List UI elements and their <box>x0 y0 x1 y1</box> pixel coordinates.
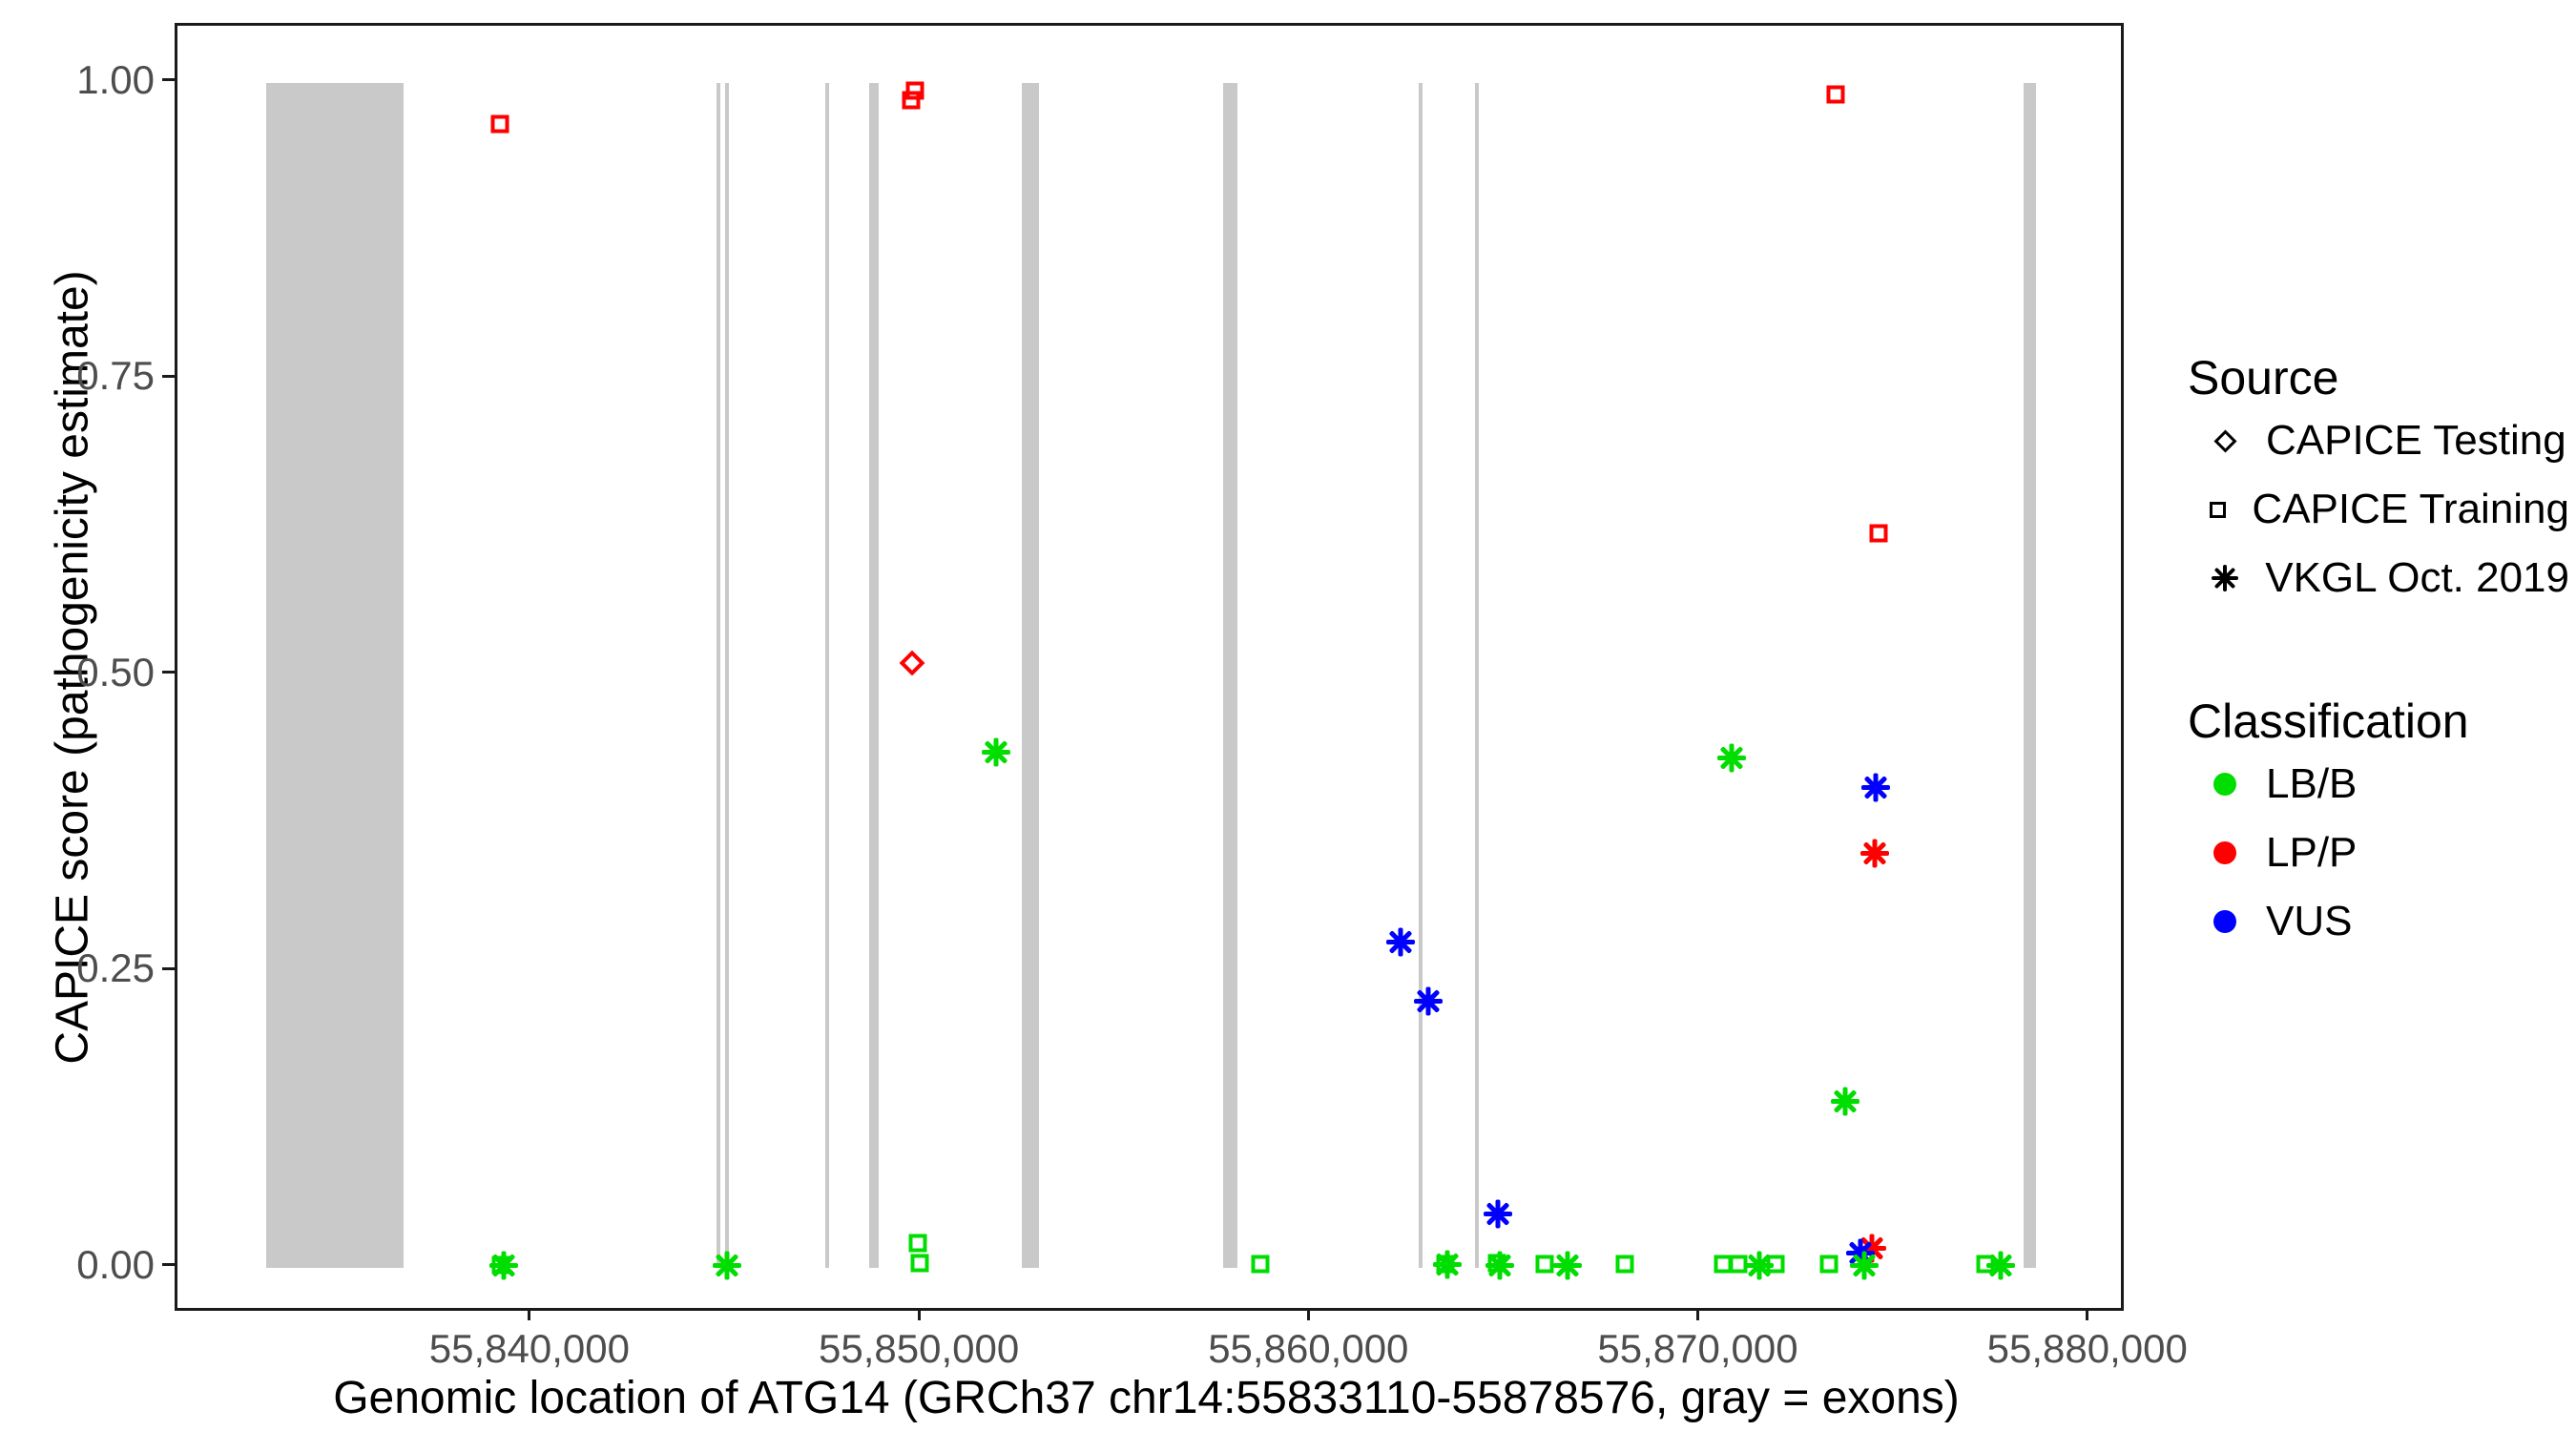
data-point <box>488 1251 518 1280</box>
exon-bar <box>1418 82 1423 1268</box>
legend-item-vkgl: VKGL Oct. 2019 <box>2188 544 2569 612</box>
data-point <box>1830 1087 1859 1116</box>
y-axis-tick <box>162 374 175 378</box>
green-dot-icon <box>2188 773 2262 796</box>
blue-dot-icon <box>2188 910 2262 933</box>
exon-bar <box>266 82 404 1268</box>
data-point <box>1484 1199 1513 1229</box>
exon-bar <box>1475 82 1480 1268</box>
diamond-icon <box>2188 428 2262 453</box>
exon-bar <box>717 82 721 1268</box>
legend-item-label: LB/B <box>2266 760 2358 807</box>
y-axis-tick <box>162 78 175 82</box>
data-point <box>1869 524 1888 543</box>
legend-item-label: CAPICE Testing <box>2266 417 2566 464</box>
data-point <box>1251 1255 1270 1274</box>
x-axis-tick-label: 55,850,000 <box>818 1326 1020 1371</box>
x-axis-tick-label: 55,870,000 <box>1597 1326 1798 1371</box>
legend-item-label: VUS <box>2266 898 2353 944</box>
data-point <box>1717 743 1747 773</box>
data-point <box>1858 1234 1887 1263</box>
data-point <box>1845 1238 1875 1268</box>
legend-item-label: VKGL Oct. 2019 <box>2265 554 2569 601</box>
x-axis-title: Genomic location of ATG14 (GRCh37 chr14:… <box>333 1373 1960 1423</box>
legend-item-lpp: LP/P <box>2188 819 2569 887</box>
y-axis-tick-label: 0.50 <box>76 649 155 695</box>
x-axis-tick <box>2086 1308 2089 1320</box>
data-point <box>1849 1251 1879 1280</box>
data-point <box>899 650 925 676</box>
data-point <box>1413 986 1443 1016</box>
plot-panel <box>175 23 2124 1311</box>
data-point <box>905 81 924 100</box>
legend-classification: Classification LB/B LP/P VUS <box>2188 693 2569 956</box>
data-point <box>1766 1255 1785 1274</box>
legend-item-vus: VUS <box>2188 887 2569 956</box>
x-axis-tick-label: 55,880,000 <box>1986 1326 2188 1371</box>
legend-item-lbb: LB/B <box>2188 750 2569 819</box>
x-axis-tick-label: 55,860,000 <box>1208 1326 1409 1371</box>
exon-bar <box>725 82 730 1268</box>
data-point <box>490 114 509 134</box>
data-point <box>1485 1251 1514 1280</box>
data-point <box>910 1254 929 1273</box>
legend-item-capice-training: CAPICE Training <box>2188 475 2569 544</box>
data-point <box>1819 1255 1839 1274</box>
exon-bar <box>2023 82 2036 1268</box>
exon-bar <box>1222 82 1237 1268</box>
data-point <box>712 1251 741 1280</box>
x-axis-tick <box>917 1308 921 1320</box>
data-point <box>1985 1251 2015 1280</box>
red-dot-icon <box>2188 841 2262 864</box>
legend-item-label: CAPICE Training <box>2252 486 2569 532</box>
data-point <box>1744 1251 1774 1280</box>
data-point <box>1535 1255 1554 1274</box>
x-axis-tick <box>1306 1308 1310 1320</box>
y-axis-tick-label: 0.75 <box>76 353 155 399</box>
y-axis-tick <box>162 1263 175 1267</box>
data-point <box>908 1234 927 1253</box>
exon-bar <box>1021 82 1039 1268</box>
x-axis-tick-label: 55,840,000 <box>428 1326 630 1371</box>
y-axis-tick <box>162 966 175 970</box>
y-axis-tick <box>162 671 175 674</box>
exon-bar <box>824 82 830 1268</box>
legend-item-capice-testing: CAPICE Testing <box>2188 406 2569 475</box>
y-axis-tick-label: 0.25 <box>76 945 155 991</box>
asterisk-icon <box>2188 565 2261 591</box>
data-point <box>1386 927 1416 957</box>
x-axis-tick <box>1696 1308 1700 1320</box>
y-axis-tick-label: 0.00 <box>76 1241 155 1287</box>
legend-item-label: LP/P <box>2266 829 2358 876</box>
x-axis-tick <box>528 1308 531 1320</box>
legend-classification-title: Classification <box>2188 695 2469 748</box>
legend-source-title: Source <box>2188 351 2339 404</box>
data-point <box>902 91 921 110</box>
data-point <box>1433 1250 1463 1279</box>
data-point <box>1860 773 1890 802</box>
data-point <box>1552 1251 1582 1280</box>
exon-bar <box>868 82 879 1268</box>
y-axis-tick-label: 1.00 <box>76 56 155 102</box>
data-point <box>1859 839 1889 868</box>
legend-source: Source CAPICE Testing CAPICE Training VK… <box>2188 349 2569 612</box>
data-point <box>981 737 1010 767</box>
square-icon <box>2188 501 2248 518</box>
data-point <box>1615 1255 1634 1274</box>
data-point <box>1826 85 1845 104</box>
